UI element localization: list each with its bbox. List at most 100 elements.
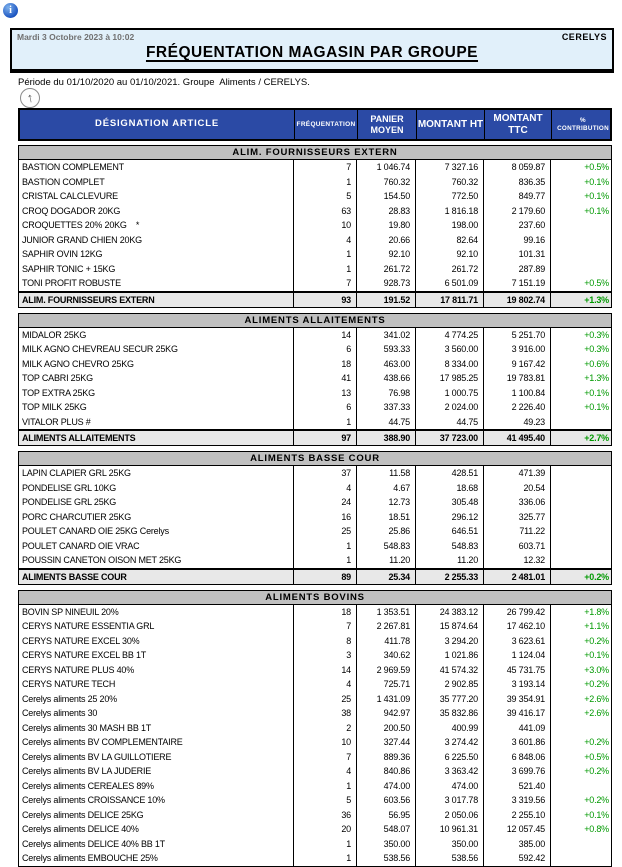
cell-contribution — [550, 553, 613, 568]
column-header-designation: DÉSIGNATION ARTICLE — [95, 118, 219, 130]
cell-contribution: +0.5% — [550, 276, 613, 291]
cell-panier-moyen: 25.34 — [356, 569, 415, 584]
cell-designation: SAPHIR OVIN 12KG — [22, 249, 103, 259]
cell-montant-ttc: 41 495.40 — [483, 431, 550, 445]
table-row: BASTION COMPLEMENT 7 1 046.74 7 327.16 8 059… — [19, 160, 611, 175]
cell-designation: JUNIOR GRAND CHIEN 20KG — [22, 234, 142, 245]
cell-montant-ttc: 2 179.60 — [483, 203, 550, 218]
cell-contribution: +0.2% — [550, 764, 613, 779]
cell-montant-ht: 548.83 — [415, 538, 483, 553]
cell-designation: LAPIN CLAPIER GRL 25KG — [22, 468, 131, 478]
cell-montant-ttc: 19 802.74 — [483, 292, 550, 307]
cell-montant-ttc: 19 783.81 — [483, 371, 550, 386]
cell-frequentation: 4 — [293, 764, 356, 779]
table-row: Cerelys aliments BV LA JUDERIE 4 840.86 3 3… — [19, 764, 611, 779]
info-icon[interactable]: i — [3, 3, 18, 18]
cell-panier-moyen: 11.20 — [356, 553, 415, 568]
cell-designation: MILK AGNO CHEVREAU SECUR 25KG — [22, 344, 178, 354]
cell-panier-moyen: 341.02 — [356, 327, 415, 342]
table-row: CROQUETTES 20% 20KG * 10 19.80 198.00 237.60 — [19, 218, 611, 233]
cell-panier-moyen: 18.51 — [356, 509, 415, 524]
cell-contribution: +0.2% — [550, 633, 613, 648]
section-header: ALIMENTS ALLAITEMENTS — [18, 312, 612, 327]
cell-contribution: +0.1% — [550, 400, 613, 415]
period-line: Période du 01/10/2020 au 01/10/2021. Gro… — [18, 77, 310, 88]
cell-designation: Cerelys aliments DELICE 25KG — [22, 809, 144, 820]
cell-panier-moyen: 28.83 — [356, 203, 415, 218]
cell-frequentation: 2 — [293, 720, 356, 735]
cell-contribution: +2.7% — [550, 431, 613, 445]
cell-frequentation: 1 — [293, 553, 356, 568]
cell-montant-ht: 2 902.85 — [415, 677, 483, 692]
cell-designation: PORC CHARCUTIER 25KG — [22, 511, 132, 522]
cell-designation: ALIMENTS ALLAITEMENTS — [22, 433, 136, 443]
report-datetime: Mardi 3 Octobre 2023 à 10:02 — [17, 32, 135, 42]
cell-contribution — [550, 836, 613, 851]
cell-frequentation: 18 — [293, 604, 356, 619]
cell-designation: PONDELISE GRL 10KG — [22, 482, 117, 493]
table-row: JUNIOR GRAND CHIEN 20KG 4 20.66 82.64 99.16 — [19, 232, 611, 247]
cell-montant-ttc: 3 699.76 — [483, 764, 550, 779]
column-header-panier-moyen: PANIER MOYEN — [357, 110, 416, 139]
cell-designation: POULET CANARD OIE VRAC — [22, 540, 140, 551]
column-header-montant-ht: MONTANT HT — [416, 110, 484, 139]
cell-panier-moyen: 474.00 — [356, 778, 415, 793]
table-row: Cerelys aliments EMBOUCHE 25% 1 538.56 538.… — [19, 851, 611, 866]
cell-montant-ht: 1 816.18 — [415, 203, 483, 218]
cell-frequentation: 41 — [293, 371, 356, 386]
cell-panier-moyen: 92.10 — [356, 247, 415, 262]
cell-designation: TOP MILK 25KG — [22, 402, 87, 412]
cell-frequentation: 89 — [293, 569, 356, 584]
table-row: CERYS NATURE EXCEL 30% 8 411.78 3 294.20 3 6… — [19, 633, 613, 648]
cell-contribution — [550, 509, 613, 524]
table-row: Cerelys aliments DELICE 25KG 36 56.95 2 050… — [19, 807, 611, 822]
cell-frequentation: 6 — [293, 342, 356, 357]
cell-montant-ht: 3 294.20 — [415, 633, 483, 648]
cell-contribution: +0.2% — [550, 735, 613, 750]
cell-montant-ttc: 2 255.10 — [483, 807, 550, 822]
cell-panier-moyen: 200.50 — [356, 720, 415, 735]
cell-designation: MILK AGNO CHEVRO 25KG — [22, 358, 134, 369]
cell-designation: BASTION COMPLET — [22, 176, 105, 187]
cell-frequentation: 3 — [293, 648, 356, 663]
cell-montant-ht: 6 225.50 — [415, 749, 483, 764]
table-row: Cerelys aliments BV COMPLEMENTAIRE 10 327.… — [19, 735, 611, 750]
cell-designation: Cerelys aliments CROISSANCE 10% — [22, 795, 165, 805]
cell-frequentation: 1 — [293, 414, 356, 429]
cell-panier-moyen: 2 969.59 — [356, 662, 415, 677]
cell-montant-ht: 35 832.86 — [415, 706, 483, 721]
cell-frequentation: 7 — [293, 749, 356, 764]
table-row: CERYS NATURE EXCEL BB 1T 3 340.62 1 021.86 1… — [19, 648, 611, 663]
cell-contribution: +2.6% — [550, 706, 613, 721]
cell-contribution — [550, 218, 613, 233]
cell-montant-ttc: 521.40 — [483, 778, 550, 793]
cell-designation: MIDALOR 25KG — [22, 329, 87, 340]
column-header-frequentation: FRÉQUENTATION — [294, 110, 357, 139]
cell-contribution — [550, 524, 613, 539]
cell-contribution — [550, 720, 613, 735]
cell-montant-ttc: 49.23 — [483, 414, 550, 429]
cell-montant-ttc: 3 193.14 — [483, 677, 550, 692]
cell-designation: ALIM. FOURNISSEURS EXTERN — [22, 294, 155, 305]
cell-designation: PONDELISE GRL 25KG — [22, 497, 117, 507]
cell-panier-moyen: 340.62 — [356, 648, 415, 663]
up-arrow-icon[interactable]: ↑ — [20, 88, 40, 108]
table-row: PONDELISE GRL 10KG 4 4.67 18.68 20.54 — [19, 480, 611, 495]
cell-contribution: +0.2% — [550, 569, 613, 584]
cell-frequentation: 6 — [293, 400, 356, 415]
cell-panier-moyen: 350.00 — [356, 836, 415, 851]
cell-panier-moyen: 11.58 — [356, 466, 415, 481]
cell-panier-moyen: 12.73 — [356, 495, 415, 510]
cell-frequentation: 1 — [293, 247, 356, 262]
cell-montant-ttc: 26 799.42 — [483, 604, 550, 619]
cell-montant-ht: 305.48 — [415, 495, 483, 510]
cell-panier-moyen: 593.33 — [356, 342, 415, 357]
cell-montant-ttc: 3 623.61 — [483, 633, 550, 648]
cell-montant-ttc: 287.89 — [483, 261, 550, 276]
table-row: PONDELISE GRL 25KG 24 12.73 305.48 336.06 — [19, 495, 611, 510]
cell-contribution: +2.6% — [550, 691, 613, 706]
cell-montant-ttc: 603.71 — [483, 538, 550, 553]
section-header: ALIM. FOURNISSEURS EXTERN — [18, 145, 612, 159]
cell-panier-moyen: 725.71 — [356, 677, 415, 692]
section-rows: MIDALOR 25KG 14 341.02 4 774.25 5 251.70 +0.3… — [18, 326, 613, 446]
